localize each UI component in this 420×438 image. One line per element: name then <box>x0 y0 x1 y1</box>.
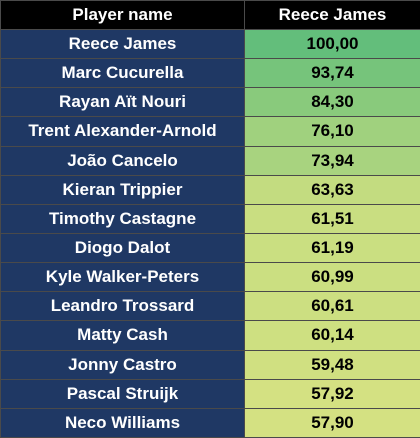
player-name-cell: João Cancelo <box>0 145 245 176</box>
similarity-score-cell: 61,51 <box>244 203 420 234</box>
table-row: Neco Williams 57,90 <box>0 407 420 438</box>
table-row: Kyle Walker-Peters 60,99 <box>0 262 420 293</box>
player-name-cell: Diogo Dalot <box>0 232 245 264</box>
table-row: Timothy Castagne 61,51 <box>0 203 420 234</box>
table-row: Kieran Trippier 63,63 <box>0 174 420 205</box>
table-row: Matty Cash 60,14 <box>0 320 420 351</box>
table-body: Reece James 100,00 Marc Cucurella 93,74 Raya… <box>0 28 420 438</box>
player-name-cell: Matty Cash <box>0 320 245 351</box>
player-name-cell: Jonny Castro <box>0 349 245 380</box>
similarity-score-cell: 73,94 <box>244 145 420 176</box>
player-name-cell: Timothy Castagne <box>0 203 245 234</box>
table-row: Diogo Dalot 61,19 <box>0 232 420 264</box>
similarity-score-cell: 61,19 <box>244 232 420 264</box>
similarity-score-cell: 93,74 <box>244 58 420 89</box>
player-name-cell: Marc Cucurella <box>0 58 245 89</box>
table-row: Reece James 100,00 <box>0 28 420 60</box>
table-row: Marc Cucurella 93,74 <box>0 58 420 89</box>
table-row: Jonny Castro 59,48 <box>0 349 420 380</box>
table-row: Pascal Struijk 57,92 <box>0 378 420 409</box>
similarity-score-cell: 100,00 <box>244 28 420 60</box>
similarity-score-cell: 57,92 <box>244 378 420 409</box>
similarity-score-cell: 76,10 <box>244 116 420 147</box>
table-row: Leandro Trossard 60,61 <box>0 291 420 322</box>
player-name-cell: Rayan Aït Nouri <box>0 87 245 118</box>
player-name-cell: Kyle Walker-Peters <box>0 262 245 293</box>
table-row: João Cancelo 73,94 <box>0 145 420 176</box>
header-row: Player name Reece James <box>0 0 420 30</box>
similarity-score-cell: 63,63 <box>244 174 420 205</box>
table-row: Trent Alexander-Arnold 76,10 <box>0 116 420 147</box>
similarity-score-cell: 60,99 <box>244 262 420 293</box>
player-name-cell: Reece James <box>0 28 245 60</box>
player-name-cell: Pascal Struijk <box>0 378 245 409</box>
similarity-score-cell: 84,30 <box>244 87 420 118</box>
header-reece-james: Reece James <box>244 0 420 30</box>
table-row: Rayan Aït Nouri 84,30 <box>0 87 420 118</box>
header-player-name: Player name <box>0 0 245 30</box>
similarity-score-cell: 60,61 <box>244 291 420 322</box>
player-name-cell: Trent Alexander-Arnold <box>0 116 245 147</box>
similarity-score-cell: 57,90 <box>244 407 420 438</box>
player-name-cell: Neco Williams <box>0 407 245 438</box>
similarity-score-cell: 59,48 <box>244 349 420 380</box>
player-name-cell: Leandro Trossard <box>0 291 245 322</box>
similarity-score-cell: 60,14 <box>244 320 420 351</box>
player-name-cell: Kieran Trippier <box>0 174 245 205</box>
